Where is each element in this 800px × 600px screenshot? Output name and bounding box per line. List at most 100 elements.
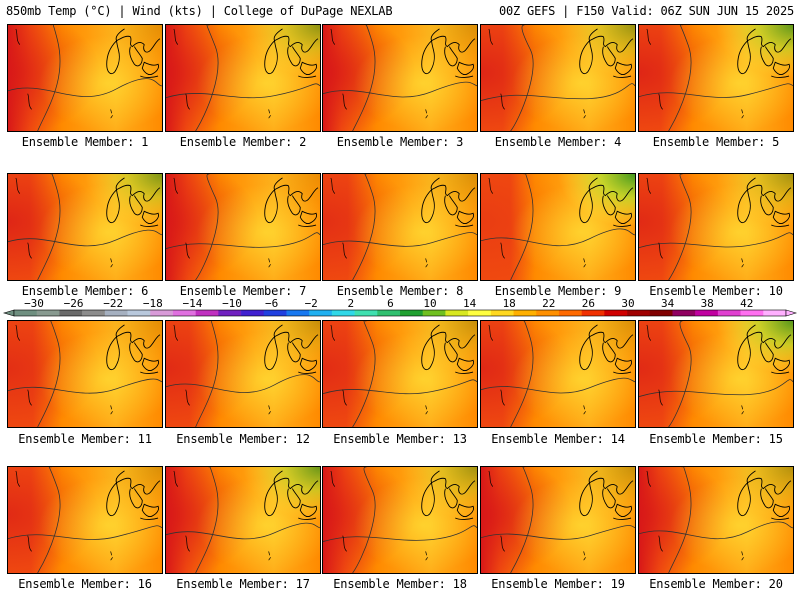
ensemble-member-label: Ensemble Member: 1: [21, 135, 149, 149]
colorbar-tick-label: −30: [24, 297, 44, 310]
colorbar-swatch: [104, 310, 128, 316]
colorbar-tick-label: 38: [701, 297, 714, 310]
colorbar-swatch: [422, 310, 446, 316]
great-lakes-outline: [737, 470, 792, 520]
colorbar-swatch: [309, 310, 333, 316]
great-lakes-outline: [579, 28, 634, 78]
colorbar-tick-label: 42: [740, 297, 753, 310]
ensemble-member-2-map: [165, 24, 321, 132]
colorbar-tick-label: −10: [222, 297, 242, 310]
great-lakes-outline: [264, 470, 319, 520]
colorbar-swatch: [627, 310, 651, 316]
ensemble-member-10-map: [638, 173, 794, 281]
ensemble-member-label: Ensemble Member: 16: [18, 577, 152, 591]
colorbar-tick-label: −14: [182, 297, 202, 310]
colorbar-swatch: [717, 310, 741, 316]
great-lakes-outline: [421, 324, 476, 374]
colorbar-swatch: [59, 310, 83, 316]
colorbar-swatch: [672, 310, 696, 316]
colorbar-swatch: [354, 310, 378, 316]
colorbar-swatch: [14, 310, 38, 316]
colorbar-swatch: [604, 310, 628, 316]
ensemble-member-label: Ensemble Member: 15: [649, 432, 783, 446]
colorbar-swatch: [331, 310, 355, 316]
ensemble-member-3-map: [322, 24, 478, 132]
ensemble-member-20-map: [638, 466, 794, 574]
colorbar-swatch: [740, 310, 764, 316]
colorbar-swatch: [490, 310, 514, 316]
ensemble-member-label: Ensemble Member: 12: [176, 432, 310, 446]
ensemble-member-label: Ensemble Member: 4: [494, 135, 622, 149]
colorbar-tick-label: 22: [542, 297, 555, 310]
great-lakes-outline: [421, 470, 476, 520]
colorbar-tick-label: 6: [387, 297, 394, 310]
colorbar-swatch: [695, 310, 719, 316]
colorbar-tick-label: −26: [64, 297, 84, 310]
colorbar-tick-label: 18: [503, 297, 516, 310]
ensemble-member-label: Ensemble Member: 8: [336, 284, 464, 298]
ensemble-member-label: Ensemble Member: 17: [176, 577, 310, 591]
colorbar-swatch: [581, 310, 605, 316]
great-lakes-outline: [421, 28, 476, 78]
ensemble-member-label: Ensemble Member: 10: [649, 284, 783, 298]
ensemble-member-5-map: [638, 24, 794, 132]
colorbar-tick-label: 26: [582, 297, 595, 310]
ensemble-member-13-map: [322, 320, 478, 428]
colorbar-swatch: [263, 310, 287, 316]
ensemble-member-1-map: [7, 24, 163, 132]
colorbar-swatch: [377, 310, 401, 316]
colorbar-swatch: [558, 310, 582, 316]
colorbar-swatch: [172, 310, 196, 316]
colorbar-swatch: [218, 310, 242, 316]
colorbar-tick-label: 14: [463, 297, 477, 310]
great-lakes-outline: [106, 177, 161, 227]
ensemble-member-label: Ensemble Member: 13: [333, 432, 467, 446]
colorbar-swatch: [127, 310, 151, 316]
colorbar-tick-label: −2: [305, 297, 318, 310]
ensemble-member-4-map: [480, 24, 636, 132]
great-lakes-outline: [579, 324, 634, 374]
ensemble-member-16-map: [7, 466, 163, 574]
colorbar-swatch: [513, 310, 537, 316]
ensemble-member-11-map: [7, 320, 163, 428]
colorbar-swatch: [82, 310, 106, 316]
colorbar-tick-label: −6: [265, 297, 278, 310]
ensemble-member-14-map: [480, 320, 636, 428]
ensemble-member-label: Ensemble Member: 20: [649, 577, 783, 591]
ensemble-member-label: Ensemble Member: 6: [21, 284, 149, 298]
colorbar-swatch: [536, 310, 560, 316]
colorbar-tick-label: 34: [661, 297, 675, 310]
ensemble-member-12-map: [165, 320, 321, 428]
model-run-valid-time: 00Z GEFS | F150 Valid: 06Z SUN JUN 15 20…: [498, 4, 794, 18]
colorbar-swatch: [241, 310, 265, 316]
great-lakes-outline: [264, 177, 319, 227]
ensemble-member-6-map: [7, 173, 163, 281]
colorbar-tick-label: 30: [621, 297, 634, 310]
ensemble-member-label: Ensemble Member: 19: [491, 577, 625, 591]
ensemble-member-label: Ensemble Member: 5: [652, 135, 780, 149]
colorbar-swatch: [649, 310, 673, 316]
great-lakes-outline: [264, 324, 319, 374]
ensemble-member-label: Ensemble Member: 3: [336, 135, 464, 149]
great-lakes-outline: [106, 324, 161, 374]
colorbar-swatch: [286, 310, 310, 316]
great-lakes-outline: [106, 470, 161, 520]
temperature-colorbar: −30 −26 −22 −18 −14 −10 −6 −2 2 6 10 14 18 22 26 30 34 38…: [2, 297, 798, 317]
great-lakes-outline: [737, 177, 792, 227]
ensemble-member-8-map: [322, 173, 478, 281]
colorbar-tick-label: 10: [423, 297, 436, 310]
ensemble-member-label: Ensemble Member: 9: [494, 284, 622, 298]
ensemble-member-label: Ensemble Member: 7: [179, 284, 307, 298]
ensemble-member-label: Ensemble Member: 2: [179, 135, 307, 149]
great-lakes-outline: [579, 470, 634, 520]
ensemble-member-17-map: [165, 466, 321, 574]
great-lakes-outline: [737, 324, 792, 374]
ensemble-member-label: Ensemble Member: 18: [333, 577, 467, 591]
ensemble-member-19-map: [480, 466, 636, 574]
colorbar-tick-label: −22: [103, 297, 123, 310]
colorbar-tick-label: 2: [347, 297, 354, 310]
great-lakes-outline: [579, 177, 634, 227]
map-title: 850mb Temp (°C) | Wind (kts) | College o…: [6, 4, 393, 18]
colorbar-tick-label: −18: [143, 297, 163, 310]
great-lakes-outline: [737, 28, 792, 78]
